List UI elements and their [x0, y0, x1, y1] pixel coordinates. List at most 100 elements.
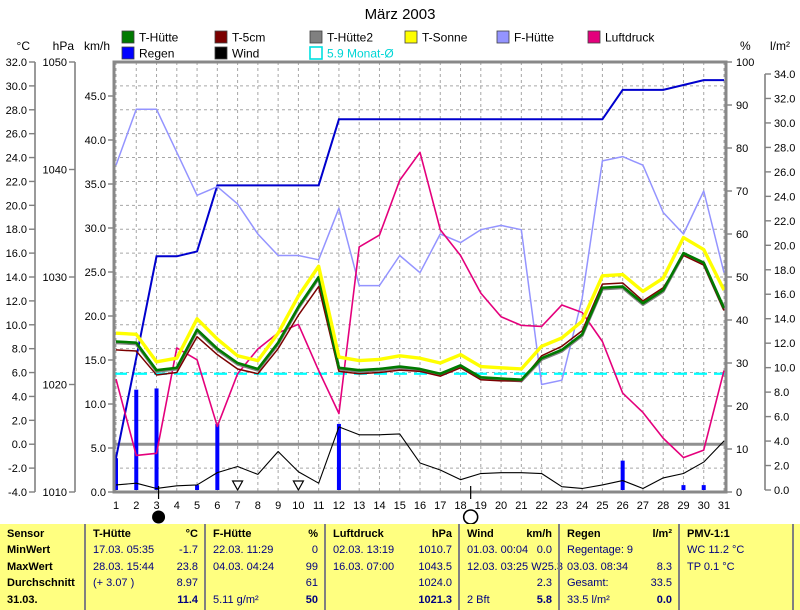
svg-text:30: 30 — [736, 358, 748, 370]
svg-text:18.0: 18.0 — [6, 224, 27, 236]
legend-label: T-5cm — [232, 31, 265, 45]
legend-swatch-1 — [214, 30, 228, 44]
svg-text:14: 14 — [373, 500, 385, 512]
table-cell: 25.3 — [541, 560, 564, 573]
table-cell: F-Hütte — [213, 528, 252, 540]
table-cell: 03.03. 08:34 — [567, 560, 629, 573]
full-moon-icon — [462, 509, 479, 525]
table-separator — [204, 524, 206, 610]
svg-text:8: 8 — [255, 500, 261, 512]
table-cell: Durchschnitt — [7, 577, 75, 590]
svg-text:17: 17 — [434, 500, 446, 512]
table-cell: 28.03. 15:44 — [93, 560, 155, 573]
svg-text:24: 24 — [576, 500, 588, 512]
table-row: Regen l/m² — [567, 526, 672, 542]
svg-text:35.0: 35.0 — [85, 179, 106, 191]
svg-text:32.0: 32.0 — [774, 93, 795, 105]
svg-text:14.0: 14.0 — [6, 272, 27, 284]
svg-text:20.0: 20.0 — [774, 240, 795, 252]
svg-text:27: 27 — [637, 500, 649, 512]
table-cell: 12.03. 03:25 W — [467, 560, 542, 573]
svg-text:6.0: 6.0 — [12, 368, 27, 380]
table-cell: 2 Bft — [467, 593, 490, 606]
svg-text:100: 100 — [736, 57, 754, 69]
table-cell: 8.97 — [176, 577, 198, 590]
weather-chart: März 2003 T-Hütte T-5cm T-Hütte2 T-Sonne F-Hü… — [6, 6, 795, 525]
table-row: MaxWert — [7, 559, 78, 575]
svg-text:5: 5 — [194, 500, 200, 512]
table-row: Wind km/h — [467, 526, 552, 542]
table-cell: 1024.0 — [418, 577, 452, 590]
svg-text:22.0: 22.0 — [774, 216, 795, 228]
svg-text:6.0: 6.0 — [774, 412, 789, 424]
table-row: Sensor — [7, 526, 78, 542]
table-cell: 99 — [305, 560, 318, 573]
table-cell: 22.03. 11:29 — [213, 544, 274, 557]
table-cell: Regen — [567, 528, 601, 540]
table-cell: 61 — [305, 577, 318, 590]
svg-text:30.0: 30.0 — [85, 223, 106, 235]
table-cell: WC 11.2 °C — [687, 544, 745, 557]
svg-text:16: 16 — [414, 500, 426, 512]
table-cell: Regentage: 9 — [567, 544, 634, 557]
svg-text:1030: 1030 — [43, 272, 67, 284]
svg-text:16.0: 16.0 — [6, 248, 27, 260]
table-row: PMV-1:1 — [687, 526, 786, 542]
table-row: 12.03. 03:25 W 25.3 — [467, 559, 563, 575]
table-column-regen: Regen l/m² Regentage: 9 03.03. 08:34 8.3 Gesa… — [560, 524, 678, 610]
svg-text:10.0: 10.0 — [85, 399, 106, 411]
svg-text:25.0: 25.0 — [85, 267, 106, 279]
legend-swatch-0 — [121, 30, 135, 44]
table-row: 33.5 l/m² 0.0 — [567, 592, 672, 608]
svg-text:20: 20 — [736, 401, 748, 413]
legend-label: Wind — [232, 47, 259, 61]
table-label-column: Sensor MinWert MaxWert Durchschnitt 31.03. — [0, 524, 84, 610]
series-wind — [115, 426, 725, 490]
table-cell: 16.03. 07:00 — [333, 560, 395, 573]
table-cell: 0.0 — [656, 593, 672, 606]
svg-text:12.0: 12.0 — [6, 296, 27, 308]
table-row: 61 — [213, 575, 318, 591]
svg-text:2.0: 2.0 — [12, 415, 27, 427]
table-row: 2 Bft 5.8 — [467, 592, 552, 608]
svg-text:13: 13 — [353, 500, 365, 512]
table-cell: hPa — [431, 528, 452, 540]
table-row: 03.03. 08:34 8.3 — [567, 559, 672, 575]
svg-text:18: 18 — [454, 500, 466, 512]
svg-text:80: 80 — [736, 143, 748, 155]
axis-unit-label: l/m² — [770, 39, 790, 53]
table-row: 31.03. — [7, 592, 78, 608]
svg-text:23: 23 — [556, 500, 568, 512]
svg-text:28.0: 28.0 — [6, 105, 27, 117]
svg-text:4: 4 — [174, 500, 180, 512]
table-cell: -1.7 — [179, 544, 198, 557]
svg-text:10.0: 10.0 — [6, 320, 27, 332]
svg-text:50: 50 — [736, 272, 748, 284]
table-row: MinWert — [7, 542, 78, 558]
table-row: 02.03. 13:19 1010.7 — [333, 542, 452, 558]
svg-text:5.0: 5.0 — [91, 443, 106, 455]
table-cell: 5.11 g/m² — [213, 593, 259, 606]
legend-swatch-2 — [309, 30, 323, 44]
table-cell: T-Hütte — [93, 528, 131, 540]
table-cell: 33.5 — [650, 577, 672, 590]
svg-text:70: 70 — [736, 186, 748, 198]
table-separator — [558, 524, 560, 610]
svg-text:45.0: 45.0 — [85, 91, 106, 103]
table-cell: Wind — [467, 528, 494, 540]
table-row: 04.03. 04:24 99 — [213, 559, 318, 575]
table-separator — [458, 524, 460, 610]
axis-unit-label: hPa — [53, 39, 75, 53]
table-cell: 1043.5 — [418, 560, 452, 573]
svg-text:25: 25 — [596, 500, 608, 512]
svg-text:22: 22 — [535, 500, 547, 512]
series-t-5cm — [115, 254, 725, 382]
table-cell: 0 — [311, 544, 318, 557]
svg-text:30.0: 30.0 — [774, 118, 795, 130]
svg-text:14.0: 14.0 — [774, 314, 795, 326]
table-row: 28.03. 15:44 23.8 — [93, 559, 198, 575]
svg-text:20: 20 — [495, 500, 507, 512]
plot-border — [112, 60, 728, 494]
kmh-axis: 45.0 40.0 35.0 30.0 25.0 20.0 15.0 10.0 5.0 0.0 — [85, 91, 114, 499]
